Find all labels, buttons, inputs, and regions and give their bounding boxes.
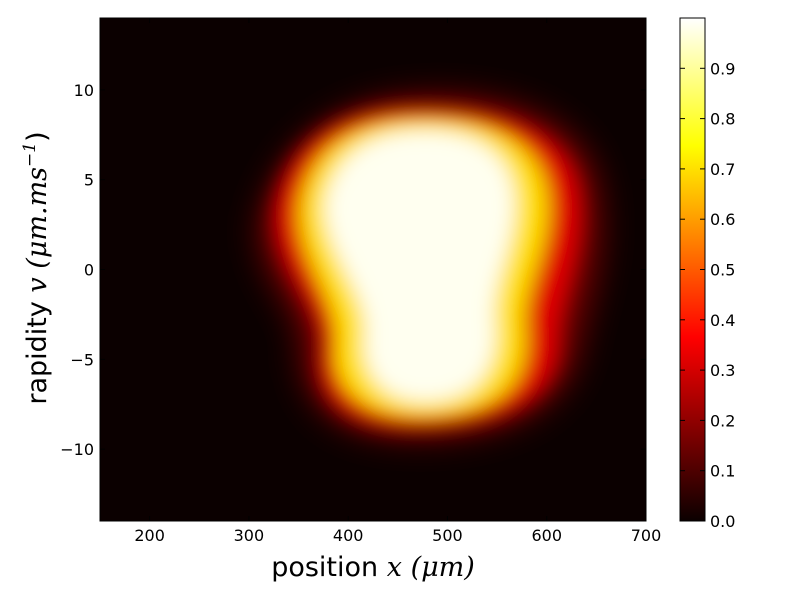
y-tick-label: −10 [60,440,94,459]
heatmap-white-core [324,130,515,403]
x-tick-label: 200 [134,526,165,545]
colorbar-tick-label: 0.4 [710,311,735,330]
x-tick-label: 700 [631,526,662,545]
plot-area [99,17,647,522]
y-axis-ticks: −10 −5 0 5 10 [60,81,646,459]
y-tick-label: 5 [84,171,94,190]
colorbar-tick-label: 0.5 [710,261,735,280]
x-tick-label: 300 [234,526,265,545]
colorbar: 0.0 0.1 0.2 0.3 0.4 0.5 0.6 0.7 0.8 0.9 [679,17,735,531]
heatmap-image [258,94,603,440]
colorbar-ticks: 0.0 0.1 0.2 0.3 0.4 0.5 0.6 0.7 0.8 0.9 [680,59,735,531]
x-axis-ticks: 200 300 400 500 600 700 [134,18,661,545]
x-axis-label: position x (μm) [271,552,475,583]
y-tick-label: 0 [84,261,94,280]
x-tick-label: 500 [432,526,463,545]
colorbar-tick-label: 0.2 [710,411,735,430]
colorbar-tick-label: 0.0 [710,512,735,531]
y-tick-label: −5 [70,350,94,369]
colorbar-tick-label: 0.3 [710,361,735,380]
y-tick-label: 10 [74,81,94,100]
y-axis-label: rapidity v (μm.ms−1) [20,131,53,404]
colorbar-tick-label: 0.9 [710,59,735,78]
colorbar-tick-label: 0.7 [710,160,735,179]
colorbar-tick-label: 0.8 [710,110,735,129]
colorbar-tick-label: 0.1 [710,462,735,481]
x-tick-label: 400 [333,526,364,545]
colorbar-tick-label: 0.6 [710,210,735,229]
x-tick-label: 600 [531,526,562,545]
